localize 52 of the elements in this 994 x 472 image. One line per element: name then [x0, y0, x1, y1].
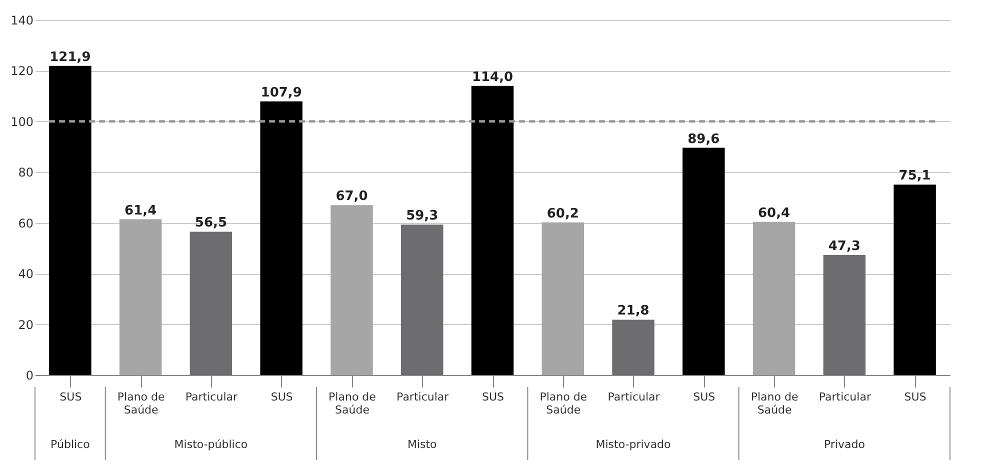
x-tick-label: SUS — [60, 390, 82, 404]
data-label: 67,0 — [336, 189, 368, 204]
text: Misto — [407, 438, 438, 451]
data-label: 21,8 — [617, 304, 650, 319]
bar — [49, 66, 92, 375]
y-tick-label: 140 — [10, 14, 34, 28]
data-label: 56,5 — [194, 216, 227, 231]
x-tick-label: Plano de Saúde — [540, 390, 588, 416]
y-tick-label: 0 — [26, 368, 34, 382]
text: Privado — [824, 438, 866, 451]
data-label: 107,9 — [260, 85, 302, 100]
data-label: 61,4 — [124, 203, 157, 218]
x-tick-label: Particular — [818, 390, 872, 404]
x-tick-label: Particular — [608, 390, 660, 404]
bar — [682, 148, 725, 375]
data-label: 121,9 — [50, 50, 91, 65]
y-tick-label: 80 — [18, 166, 34, 180]
x-tick-label: Plano de Saúde — [117, 390, 165, 416]
data-label: 47,3 — [828, 239, 860, 254]
x-tick-label: Particular — [396, 390, 450, 404]
bar — [612, 320, 654, 375]
bar — [330, 205, 373, 375]
x-tick-label: Particular — [185, 390, 238, 404]
data-label: 114,0 — [472, 70, 514, 85]
y-tick-label: 60 — [18, 216, 34, 230]
bar — [260, 101, 302, 375]
bar — [119, 219, 162, 375]
y-tick-label: 120 — [10, 64, 34, 78]
text: Misto-privado — [596, 438, 672, 451]
bar — [823, 255, 866, 375]
y-tick-label: 100 — [10, 114, 34, 129]
data-label: 75,1 — [898, 168, 931, 184]
bar — [894, 184, 936, 375]
bar — [190, 232, 232, 375]
text: Misto-público — [174, 438, 248, 451]
bar — [752, 222, 796, 375]
data-label: 89,6 — [688, 132, 720, 147]
data-label: 59,3 — [406, 208, 438, 224]
x-tick-label: SUS — [482, 390, 504, 404]
x-tick-label: SUS — [904, 390, 926, 404]
bar — [471, 86, 514, 375]
bar — [401, 224, 444, 375]
data-label: 60,4 — [758, 206, 790, 221]
text: Público — [50, 438, 90, 451]
y-tick-label: 20 — [18, 318, 34, 332]
data-label: 60,2 — [546, 206, 579, 222]
x-tick-label: Plano de Saúde — [750, 390, 798, 416]
y-tick-label: 40 — [18, 267, 34, 282]
bar — [542, 222, 584, 375]
x-tick-label: SUS — [693, 390, 716, 404]
x-tick-label: Plano de Saúde — [328, 390, 376, 416]
x-tick-label: SUS — [270, 390, 293, 404]
